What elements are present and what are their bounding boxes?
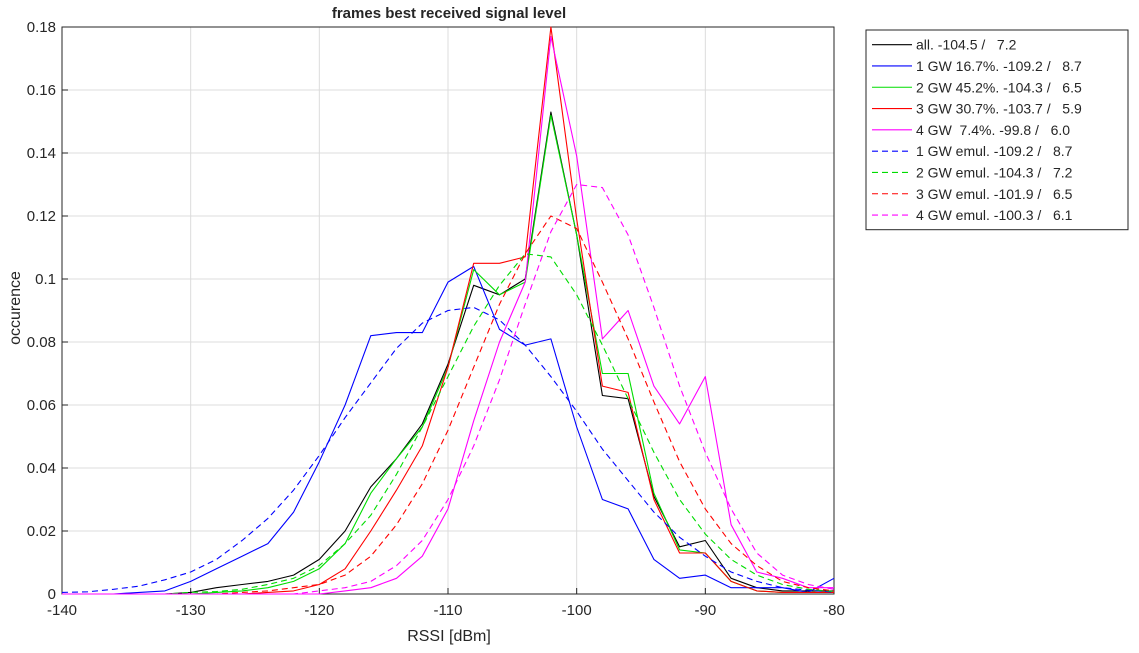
legend-label: 3 GW 30.7%. -103.7 / 5.9 xyxy=(916,101,1082,117)
y-tick-label: 0.18 xyxy=(27,19,56,36)
series-line-9 xyxy=(62,183,835,595)
x-tick-label: -100 xyxy=(562,602,592,619)
legend-label: 1 GW emul. -109.2 / 8.7 xyxy=(916,143,1073,159)
x-axis-label: RSSI [dBm] xyxy=(407,628,491,645)
legend-label: 2 GW 45.2%. -104.3 / 6.5 xyxy=(916,79,1082,95)
x-axis-ticks: -140 -130 -120 -110 -100 -90 -80 xyxy=(47,588,845,619)
x-tick-label: -130 xyxy=(176,602,206,619)
legend-label: 3 GW emul. -101.9 / 6.5 xyxy=(916,186,1073,202)
y-tick-label: 0.08 xyxy=(27,334,56,351)
legend-label: 4 GW 7.4%. -99.8 / 6.0 xyxy=(916,122,1070,138)
y-axis-label: occurence xyxy=(7,271,24,345)
x-tick-label: -110 xyxy=(434,602,463,619)
x-tick-label: -90 xyxy=(694,602,716,619)
legend-label: 2 GW emul. -104.3 / 7.2 xyxy=(916,164,1073,180)
legend-label: 4 GW emul. -100.3 / 6.1 xyxy=(916,207,1073,223)
x-tick-label: -80 xyxy=(823,602,845,619)
y-tick-label: 0 xyxy=(48,586,56,603)
chart-title: frames best received signal level xyxy=(332,5,566,22)
legend-label: all. -104.5 / 7.2 xyxy=(916,37,1017,53)
series-line-8 xyxy=(62,215,835,595)
legend: all. -104.5 / 7.2 1 GW 16.7%. -109.2 / 8.… xyxy=(865,29,1129,231)
y-tick-label: 0.02 xyxy=(27,523,56,540)
series-line-6 xyxy=(61,306,835,593)
y-tick-label: 0.1 xyxy=(35,271,56,288)
legend-label: 1 GW 16.7%. -109.2 / 8.7 xyxy=(916,58,1082,74)
x-tick-label: -120 xyxy=(304,602,334,619)
y-tick-label: 0.12 xyxy=(27,208,56,225)
series-line-5 xyxy=(62,35,834,595)
y-tick-label: 0.14 xyxy=(27,145,56,162)
plot-series xyxy=(61,26,835,595)
series-line-1 xyxy=(62,111,834,595)
y-axis-ticks: 0 0.02 0.04 0.06 0.08 0.1 0.12 0.14 0.16 0.18 xyxy=(27,19,68,603)
y-tick-label: 0.06 xyxy=(27,397,56,414)
series-line-2 xyxy=(62,265,835,595)
y-tick-label: 0.16 xyxy=(27,82,56,99)
series-line-7 xyxy=(62,253,835,595)
x-tick-label: -140 xyxy=(47,602,77,619)
y-tick-label: 0.04 xyxy=(27,460,56,477)
